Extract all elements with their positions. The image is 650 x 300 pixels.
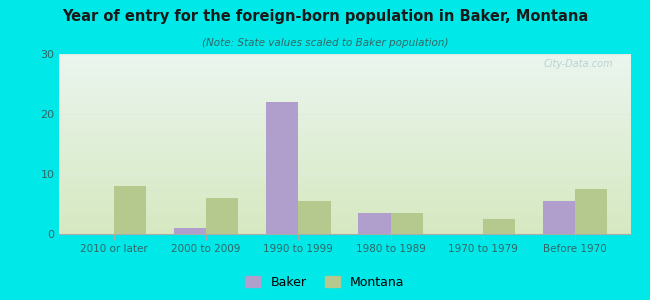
Bar <box>358 213 391 234</box>
Bar <box>483 219 515 234</box>
Bar <box>266 102 298 234</box>
Legend: Baker, Montana: Baker, Montana <box>240 271 410 294</box>
Bar <box>298 201 331 234</box>
Bar <box>575 189 608 234</box>
Bar <box>206 198 239 234</box>
Bar <box>391 213 423 234</box>
Text: City-Data.com: City-Data.com <box>543 59 614 69</box>
Bar <box>543 201 575 234</box>
Text: (Note: State values scaled to Baker population): (Note: State values scaled to Baker popu… <box>202 38 448 47</box>
Bar <box>174 228 206 234</box>
Text: Year of entry for the foreign-born population in Baker, Montana: Year of entry for the foreign-born popul… <box>62 9 588 24</box>
Bar <box>114 186 146 234</box>
